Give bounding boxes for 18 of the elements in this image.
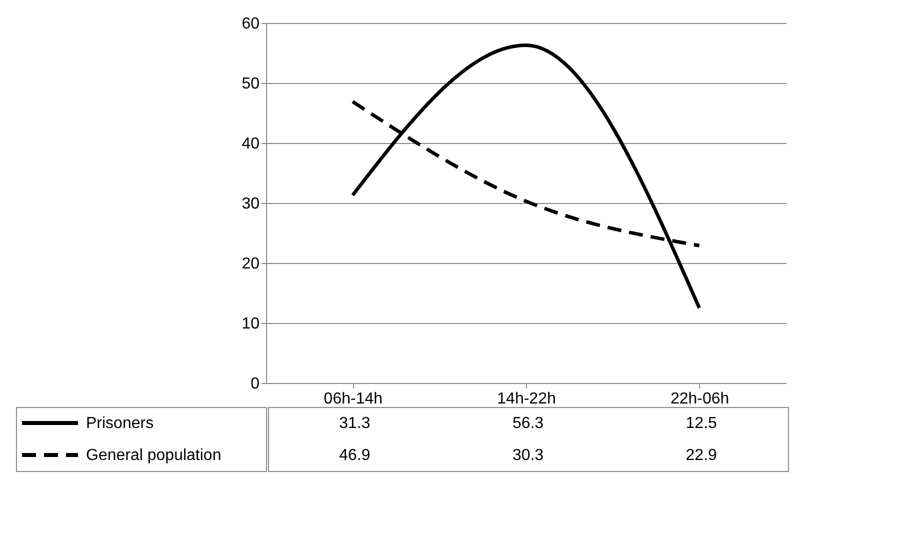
x-tick-label: 06h-14h [324,390,383,408]
x-tick-label: 22h-06h [670,390,730,408]
data-label: 30.3 [512,447,544,464]
y-tick-label: 20 [242,256,260,272]
y-tick-label: 0 [250,376,260,392]
y-tick-label: 30 [242,196,260,212]
y-tick-label: 50 [242,76,260,92]
data-label: 22.9 [686,447,718,464]
y-tick-label: 60 [242,16,260,32]
y-tick-label: 10 [242,316,260,332]
data-label: 46.9 [339,447,370,464]
legend-label: General population [86,447,222,464]
legend-label: Prisoners [86,415,154,432]
data-label: 31.3 [339,415,370,432]
x-tick-label: 14h-22h [497,390,556,408]
y-tick-label: 40 [242,136,260,152]
data-label: 56.3 [512,415,544,432]
data-label: 12.5 [686,415,718,432]
